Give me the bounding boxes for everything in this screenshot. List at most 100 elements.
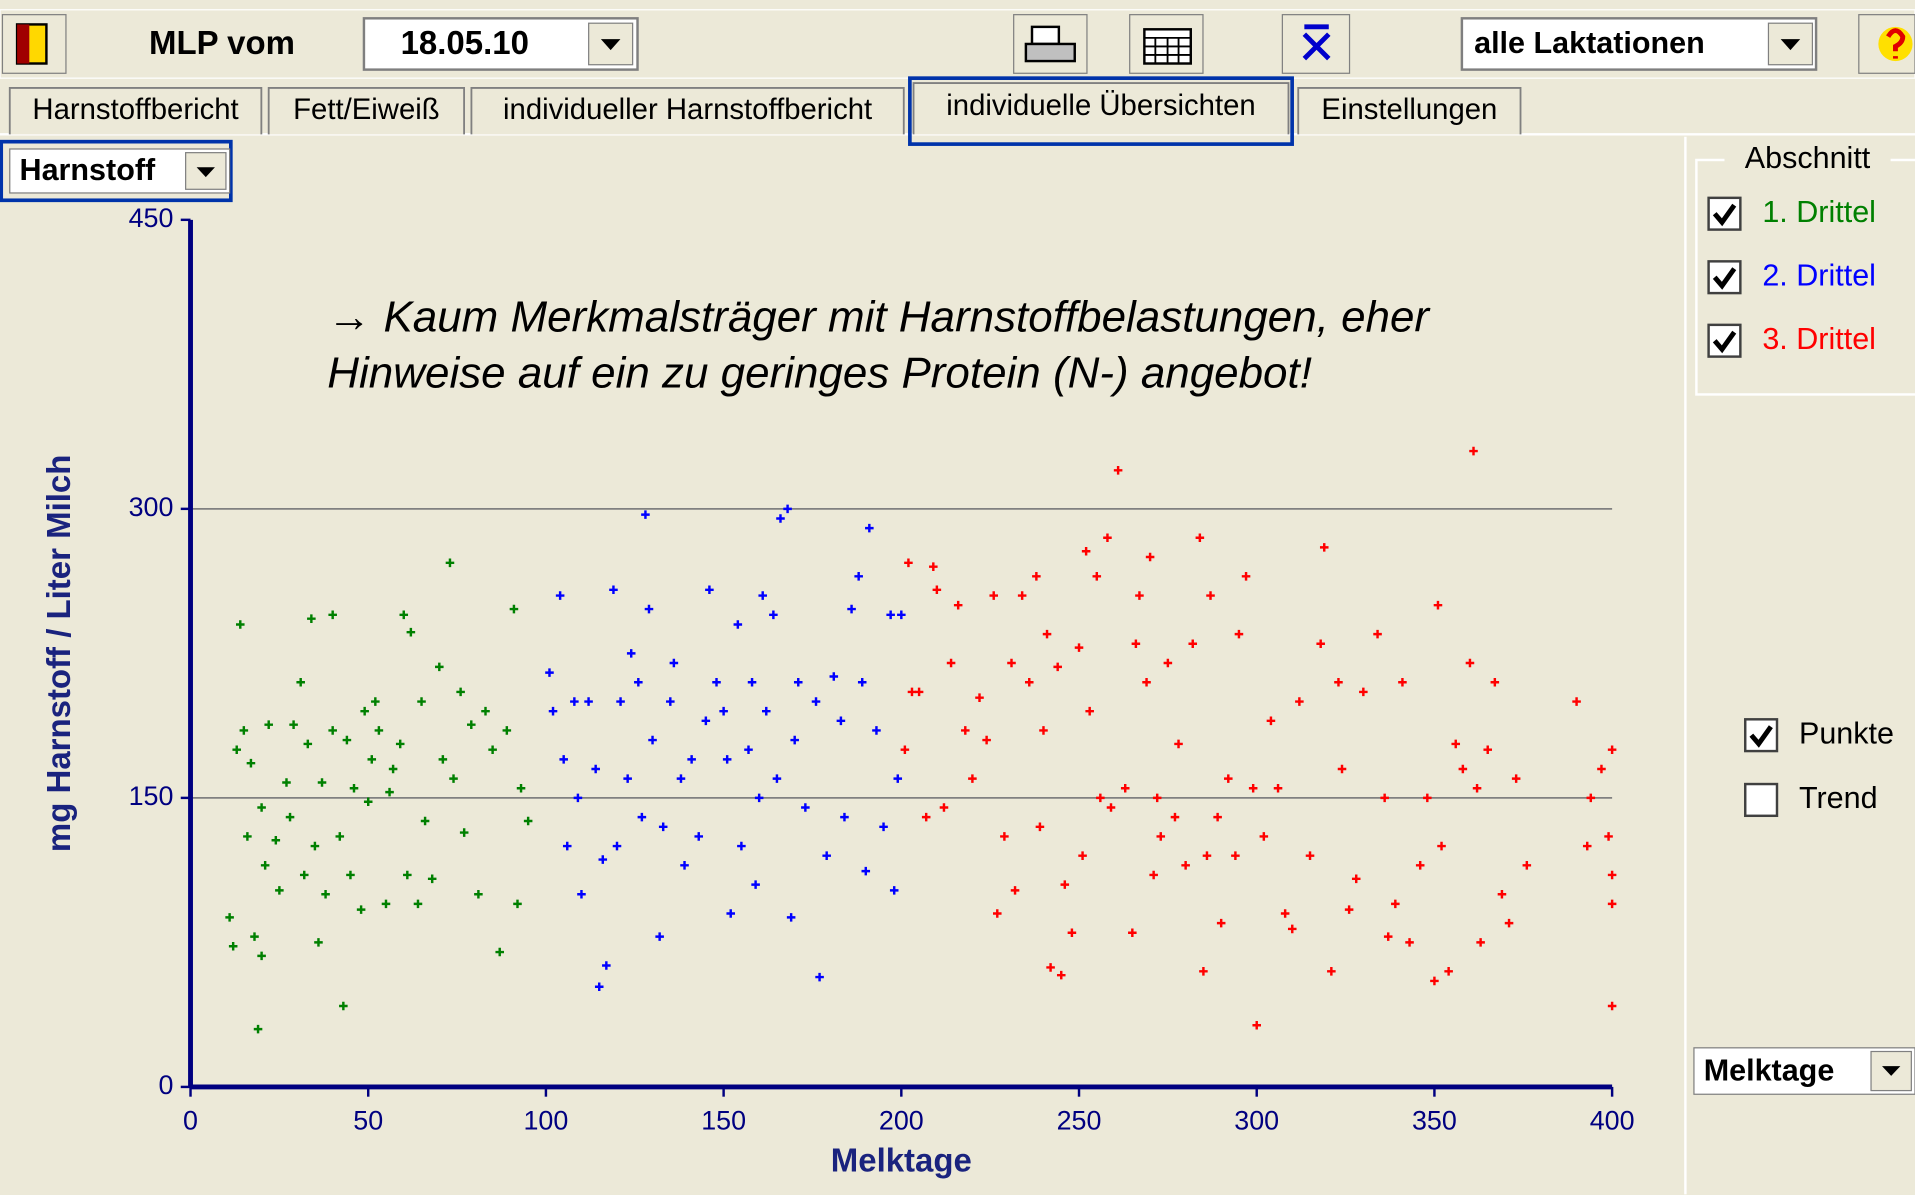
x-tick-label: 0 (183, 1105, 198, 1135)
series-checkbox-mark (1712, 330, 1737, 354)
exit-button[interactable] (1, 14, 67, 74)
point (811, 697, 821, 706)
point (1287, 924, 1297, 934)
x-tick-label: 200 (879, 1105, 924, 1135)
tab-highlight (908, 76, 1294, 146)
point (1380, 793, 1389, 803)
option-checkbox[interactable] (1744, 782, 1779, 818)
point (655, 932, 664, 941)
point (897, 610, 906, 620)
point (356, 905, 366, 914)
point (637, 812, 647, 822)
point (488, 745, 497, 754)
point (836, 716, 846, 726)
tab-label: individueller Harnstoffbericht (503, 93, 872, 126)
point (900, 745, 910, 754)
selector-value: Harnstoff (20, 153, 156, 187)
point (328, 726, 337, 735)
print-button[interactable] (1013, 14, 1088, 74)
series-checkbox[interactable] (1707, 323, 1742, 358)
point (658, 822, 668, 832)
series-checkbox[interactable] (1707, 196, 1742, 231)
point (1145, 552, 1155, 562)
point (1604, 832, 1613, 841)
point (367, 755, 377, 764)
point (555, 591, 565, 600)
point (310, 841, 320, 851)
option-label: Punkte (1799, 716, 1894, 750)
tab[interactable] (470, 87, 905, 135)
legend-label: 2. Drittel (1762, 258, 1876, 292)
point (1135, 591, 1144, 600)
point (687, 755, 696, 764)
tab[interactable] (267, 87, 466, 135)
point (1405, 938, 1414, 947)
point (570, 697, 579, 706)
point (669, 658, 679, 668)
point (705, 585, 714, 595)
series-checkbox[interactable] (1707, 260, 1742, 295)
point (271, 836, 281, 845)
point (523, 816, 533, 826)
point (1216, 918, 1226, 928)
x-selector-combobox[interactable]: Melktage (1693, 1047, 1915, 1095)
tab[interactable] (912, 82, 1290, 135)
point (307, 614, 316, 623)
lactation-combobox[interactable]: alle Laktationen (1460, 17, 1818, 71)
point (694, 832, 704, 841)
point (854, 572, 863, 581)
x-tick-label: 50 (353, 1105, 383, 1135)
point (1522, 861, 1532, 870)
point (644, 604, 654, 614)
tab[interactable] (8, 87, 263, 135)
point (793, 678, 803, 687)
point (815, 972, 824, 982)
point (360, 706, 369, 716)
help-button[interactable] (1858, 14, 1915, 74)
point (676, 774, 686, 783)
legend-label: 3. Drittel (1762, 322, 1876, 356)
y-tick-label: 0 (158, 1070, 173, 1100)
point (1476, 938, 1485, 947)
tab[interactable] (1297, 87, 1522, 135)
point (427, 874, 437, 884)
point (1224, 774, 1233, 783)
point (516, 783, 526, 793)
point (1607, 899, 1617, 909)
mean-button[interactable] (1281, 14, 1351, 74)
point (1316, 639, 1325, 649)
x-tick-label: 300 (1234, 1105, 1279, 1135)
date-value: 18.05.10 (401, 24, 529, 61)
y-tick-label: 300 (129, 492, 174, 522)
point (1017, 591, 1027, 600)
point (847, 604, 856, 614)
point (929, 562, 938, 571)
calendar-button[interactable] (1129, 14, 1204, 74)
point (769, 610, 778, 620)
point (754, 793, 764, 803)
point (861, 866, 871, 876)
point (616, 697, 625, 706)
point (406, 627, 416, 637)
point (1007, 658, 1016, 668)
point (1465, 658, 1475, 668)
point (1383, 932, 1393, 941)
point (438, 755, 448, 764)
point (257, 803, 266, 812)
point (1351, 874, 1361, 884)
point (1060, 880, 1070, 889)
point (395, 739, 405, 749)
point (467, 720, 476, 729)
point (1373, 629, 1382, 639)
selector-combobox[interactable]: Harnstoff (0, 139, 233, 203)
date-combobox[interactable]: 18.05.10 (362, 17, 639, 71)
point (346, 870, 355, 880)
point (1586, 793, 1596, 803)
point (1096, 793, 1105, 803)
option-checkbox[interactable] (1744, 718, 1779, 753)
point (822, 851, 831, 860)
point (239, 726, 249, 735)
point (1273, 783, 1283, 793)
point (399, 610, 409, 620)
